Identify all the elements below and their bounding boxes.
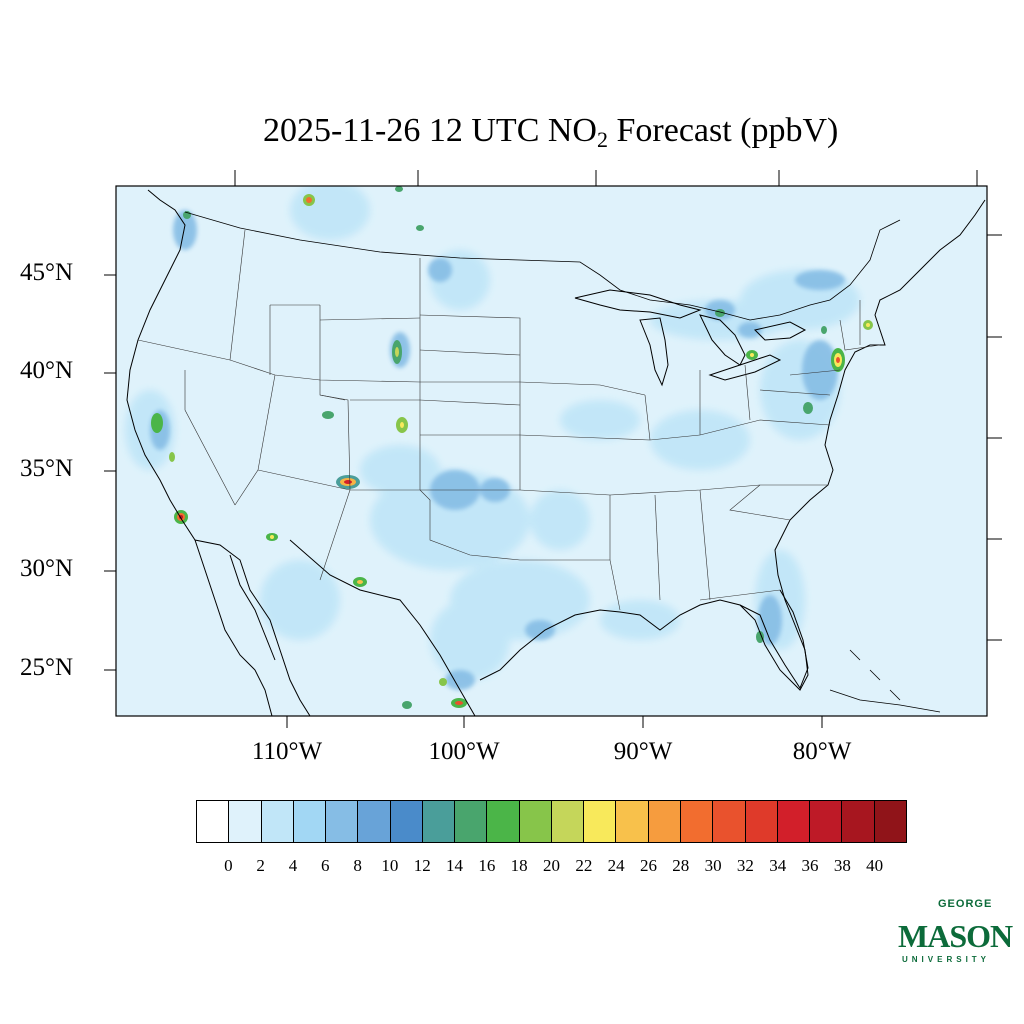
colorbar-tick-label: 28: [672, 856, 690, 875]
colorbar-cell: [422, 801, 456, 842]
colorbar: [196, 800, 907, 843]
colorbar-tick-label: 16: [478, 856, 496, 875]
colorbar-tick-label: 14: [446, 856, 464, 875]
colorbar-tick-label: 18: [510, 856, 528, 875]
coastline-florida: [739, 589, 809, 690]
border-canada: [184, 211, 901, 321]
colorbar-tick-label: 30: [704, 856, 722, 875]
no2-hotspots: [151, 186, 873, 709]
colorbar-tick-label: 20: [543, 856, 560, 875]
colorbar-cell: [777, 801, 811, 842]
colorbar-tick-label: 8: [353, 856, 362, 875]
map-title: 2025-11-26 12 UTC NO2 Forecast (ppbV): [263, 112, 838, 153]
colorbar-cell: [487, 801, 520, 842]
colorbar-cell: [261, 801, 294, 842]
colorbar-cell: [745, 801, 778, 842]
colorbar-tick-label: 0: [224, 856, 233, 875]
colorbar-cell: [358, 801, 391, 842]
colorbar-tick-label: 10: [381, 856, 399, 875]
colorbar-tick-label: 34: [769, 856, 787, 875]
colorbar-cell: [648, 801, 681, 842]
great-lakes: [574, 289, 807, 387]
lon-label-90w: 90°W: [613, 738, 673, 765]
colorbar-cell: [680, 801, 714, 842]
logo-top-text: GEORGE: [938, 898, 993, 910]
colorbar-cell: [616, 801, 649, 842]
colorbar-tick-label: 22: [575, 856, 593, 875]
colorbar-cell: [874, 801, 906, 842]
colorbar-tick-label: 26: [639, 856, 657, 875]
colorbar-cell: [326, 801, 359, 842]
colorbar-cell: [197, 801, 230, 842]
colorbar-cell: [810, 801, 843, 842]
colorbar-cell: [293, 801, 327, 842]
logo-main-text: MASON: [898, 918, 1013, 954]
colorbar-cell: [584, 801, 617, 842]
colorbar-tick-label: 12: [413, 856, 431, 875]
lat-label-40: 40°N: [20, 357, 74, 384]
map-background: [116, 186, 987, 716]
colorbar-cell: [842, 801, 875, 842]
title-subscript: 2: [597, 127, 608, 152]
colorbar-tick-label: 36: [801, 856, 819, 875]
colorbar-cell: [713, 801, 746, 842]
logo-bottom-text: UNIVERSITY: [902, 955, 991, 964]
colorbar-tick-label: 38: [833, 856, 851, 875]
lat-label-25: 25°N: [20, 654, 74, 681]
colorbar-cell: [390, 801, 423, 842]
colorbar-tick-label: 6: [321, 856, 330, 875]
lat-label-35: 35°N: [20, 455, 74, 482]
colorbar-tick-label: 32: [736, 856, 754, 875]
state-borders: [137, 229, 881, 611]
axis-ticks: [104, 170, 1002, 728]
colorbar-cell: [551, 801, 585, 842]
colorbar-tick-label: 24: [607, 856, 625, 875]
colorbar-tick-label: 4: [288, 856, 298, 875]
coastline-caribbean: [829, 649, 941, 713]
colorbar-cell: [229, 801, 262, 842]
lat-label-30: 30°N: [20, 555, 74, 582]
lat-label-45: 45°N: [20, 259, 74, 286]
colorbar-tick-label: 40: [866, 856, 884, 875]
title-prefix: 2025-11-26 12 UTC NO: [263, 112, 597, 149]
lon-label-100w: 100°W: [428, 738, 500, 765]
coastline-us: [126, 189, 986, 716]
gmu-logo: GEORGE MASON UNIVERSITY: [898, 898, 1013, 970]
colorbar-cell: [519, 801, 552, 842]
map-frame: [115, 185, 988, 717]
colorbar-cell: [455, 801, 488, 842]
title-suffix: Forecast (ppbV): [608, 112, 839, 149]
colorbar-tick-label: 2: [256, 856, 265, 875]
coastline-mexico: [194, 539, 276, 716]
lon-label-80w: 80°W: [792, 738, 852, 765]
lon-label-110w: 110°W: [251, 738, 323, 765]
